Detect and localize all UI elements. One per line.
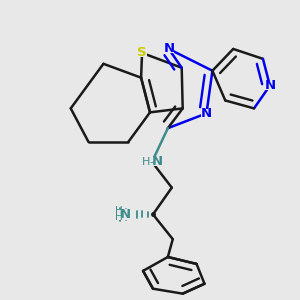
Text: N: N [120,208,131,221]
Text: S: S [137,46,147,59]
Bar [109,209,134,220]
Text: H: H [115,206,123,216]
Bar [137,49,147,57]
Text: N: N [201,107,212,120]
Text: N: N [152,155,163,168]
Text: H: H [142,157,151,167]
Text: N: N [264,79,275,92]
Text: –: – [149,157,154,167]
Text: H: H [115,212,123,222]
Bar [139,158,165,166]
Text: N: N [163,42,174,56]
Bar [164,45,174,53]
Bar [265,81,275,90]
Bar [201,109,212,118]
